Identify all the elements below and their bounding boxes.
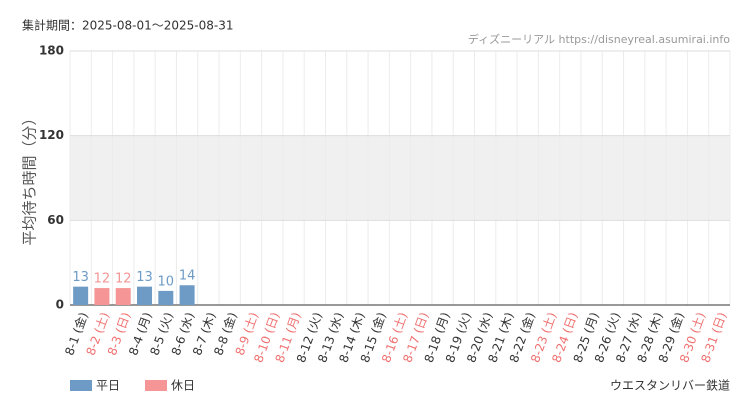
bar [179,285,195,305]
y-tick-label: 60 [47,213,64,227]
period: 集計期間：2025-08-01～2025-08-31 [22,18,233,33]
legend-swatch [145,380,167,391]
legend-label: 休日 [171,379,195,393]
bar [158,290,174,305]
attraction-name: ウエスタンリバー鉄道 [610,378,730,393]
legend-label: 平日 [96,379,120,393]
data-label: 14 [179,269,196,284]
legend-swatch [70,380,92,391]
bar [94,288,110,305]
data-label: 10 [158,274,175,289]
y-tick-label: 0 [56,298,64,312]
y-tick-label: 180 [39,44,64,58]
y-axis-label: 平均待ち時間（分） [21,110,39,245]
data-label: 12 [115,272,132,287]
shaded-band [70,135,730,221]
bar [73,286,89,305]
bar [137,286,153,305]
data-label: 13 [136,270,153,285]
y-tick-label: 120 [39,128,64,142]
bar [115,288,131,305]
data-label: 12 [94,272,111,287]
data-label: 13 [72,270,89,285]
source: ディズニーリアル https://disneyreal.asumirai.inf… [468,32,730,46]
